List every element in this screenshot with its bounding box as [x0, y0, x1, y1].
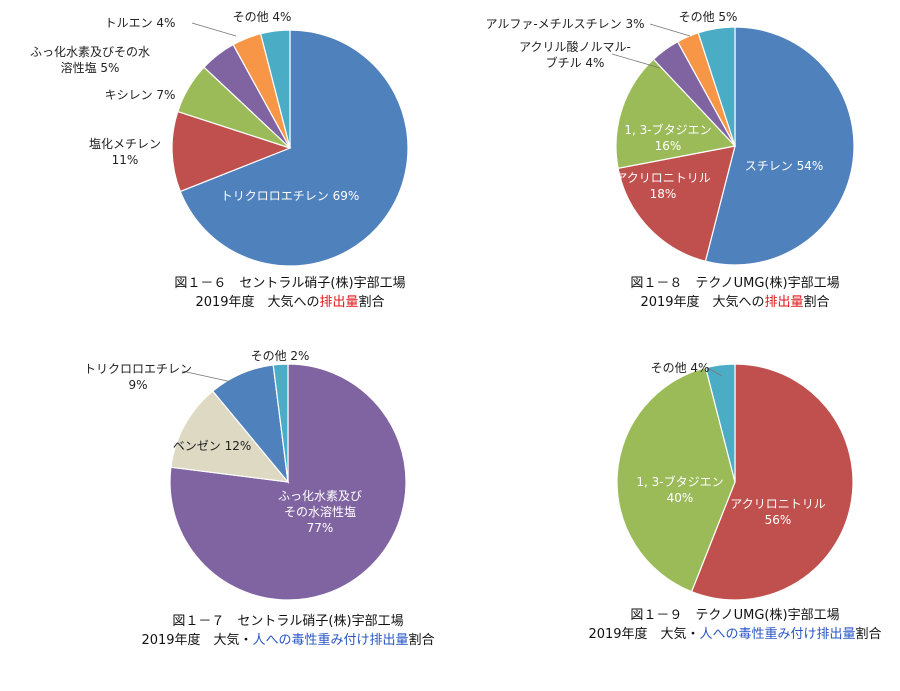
slice-label: 56% — [765, 513, 792, 527]
pie-slice — [704, 26, 855, 266]
caption-text: 2019年度 大気への — [640, 295, 765, 310]
slice-label: その他 4% — [233, 10, 292, 24]
pie-slice — [704, 363, 736, 483]
chart-caption: 図１－９ テクノUMG(株)宇部工場 2019年度 大気・人への毒性重み付け排出量… — [515, 606, 900, 644]
slice-label: アクリル酸ノルマル- — [519, 39, 631, 54]
caption-line: 2019年度 大気への排出量割合 — [515, 293, 900, 312]
slice-label: 40% — [667, 491, 694, 505]
pie-slice — [617, 145, 736, 262]
caption-text: 図１－９ テクノUMG(株)宇部工場 — [630, 608, 840, 623]
caption-line: 図１－６ セントラル硝子(株)宇部工場 — [70, 274, 510, 293]
leader-line — [649, 23, 691, 37]
slice-label: アクリロニトリル — [615, 171, 710, 185]
slice-label: トリクロロエチレン — [84, 362, 192, 376]
slice-label: 16% — [655, 139, 682, 153]
pie-slice — [272, 363, 289, 483]
caption-text: 排出量 — [319, 295, 359, 310]
pie-slice — [259, 29, 291, 149]
caption-text: 2019年度 大気・ — [588, 627, 700, 642]
caption-line: 図１－７ セントラル硝子(株)宇部工場 — [68, 612, 508, 631]
pie-chart-4: アクリロニトリル 56% 1, 3-ブタジエン 40% その他 4% — [616, 361, 854, 601]
leader-line — [611, 53, 661, 69]
caption-line: 2019年度 大気への排出量割合 — [70, 293, 510, 312]
pie-slice — [697, 26, 736, 147]
slice-label: 18% — [650, 187, 677, 201]
slice-label: 11% — [112, 153, 139, 167]
leader-line — [181, 370, 233, 383]
caption-text: 図１－８ テクノUMG(株)宇部工場 — [630, 276, 840, 291]
slice-label: その水溶性塩 — [284, 504, 356, 519]
caption-text: 図１－６ セントラル硝子(株)宇部工場 — [174, 276, 406, 291]
chart-caption: 図１－６ セントラル硝子(株)宇部工場 2019年度 大気への排出量割合 — [70, 274, 510, 312]
slice-label: その他 4% — [651, 361, 710, 375]
slice-label: ふっ化水素及び — [278, 489, 362, 503]
slice-label: 塩化メチレン — [89, 136, 161, 151]
pie-slice — [615, 58, 737, 170]
pie-slice — [171, 110, 292, 193]
slice-label: ベンゼン 12% — [173, 439, 252, 453]
pie-slice — [170, 390, 290, 483]
pie-slice — [616, 366, 736, 593]
pie-slice — [690, 363, 854, 601]
caption-text: 排出量 — [764, 295, 804, 310]
slice-label: 1, 3-ブタジエン — [636, 474, 723, 489]
caption-text: 割合 — [803, 295, 830, 310]
chart-caption: 図１－７ セントラル硝子(株)宇部工場 2019年度 大気・人への毒性重み付け排出… — [68, 612, 508, 650]
caption-text: 2019年度 大気への — [195, 295, 320, 310]
caption-line: 図１－９ テクノUMG(株)宇部工場 — [515, 606, 900, 625]
slice-label: その他 2% — [251, 349, 310, 363]
caption-text: 人への毒性重み付け排出量 — [699, 627, 856, 642]
slice-label: 1, 3-ブタジエン — [624, 122, 711, 137]
slice-label: ブチル 4% — [546, 55, 605, 70]
slice-label: スチレン 54% — [745, 159, 824, 173]
leader-line — [707, 367, 723, 377]
pie-chart-1: トリクロロエチレン 69% 塩化メチレン 11% キシレン 7% ふっ化水素及びその水溶… — [30, 10, 409, 267]
caption-text: 人への毒性重み付け排出量 — [252, 633, 409, 648]
slice-label: キシレン 7% — [105, 88, 176, 102]
pie-slice — [179, 29, 409, 267]
slice-label: アルファ-メチルスチレン 3% — [485, 17, 644, 31]
slice-label: ふっ化水素及びその水 — [30, 45, 150, 59]
slice-label: 溶性塩 5% — [61, 60, 120, 75]
caption-text: 割合 — [855, 627, 882, 642]
chart-caption: 図１－８ テクノUMG(株)宇部工場 2019年度 大気への排出量割合 — [515, 274, 900, 312]
caption-line: 2019年度 大気・人への毒性重み付け排出量割合 — [515, 625, 900, 644]
slice-label: トルエン 4% — [105, 16, 176, 30]
slice-label: アクリロニトリル — [730, 497, 825, 511]
slice-label: トリクロロエチレン 69% — [221, 189, 360, 203]
leader-line — [191, 22, 237, 37]
caption-line: 2019年度 大気・人への毒性重み付け排出量割合 — [68, 631, 508, 650]
slice-label: 77% — [307, 521, 334, 535]
slice-label: 9% — [128, 378, 147, 392]
caption-text: 2019年度 大気・ — [141, 633, 253, 648]
pie-chart-2: スチレン 54% アクリロニトリル 18% 1, 3-ブタジエン 16% アクリル酸ノルマ… — [485, 10, 855, 266]
caption-text: 割合 — [408, 633, 435, 648]
slice-label: その他 5% — [679, 10, 738, 24]
caption-text: 割合 — [358, 295, 385, 310]
caption-text: 図１－７ セントラル硝子(株)宇部工場 — [172, 614, 404, 629]
caption-line: 図１－８ テクノUMG(株)宇部工場 — [515, 274, 900, 293]
